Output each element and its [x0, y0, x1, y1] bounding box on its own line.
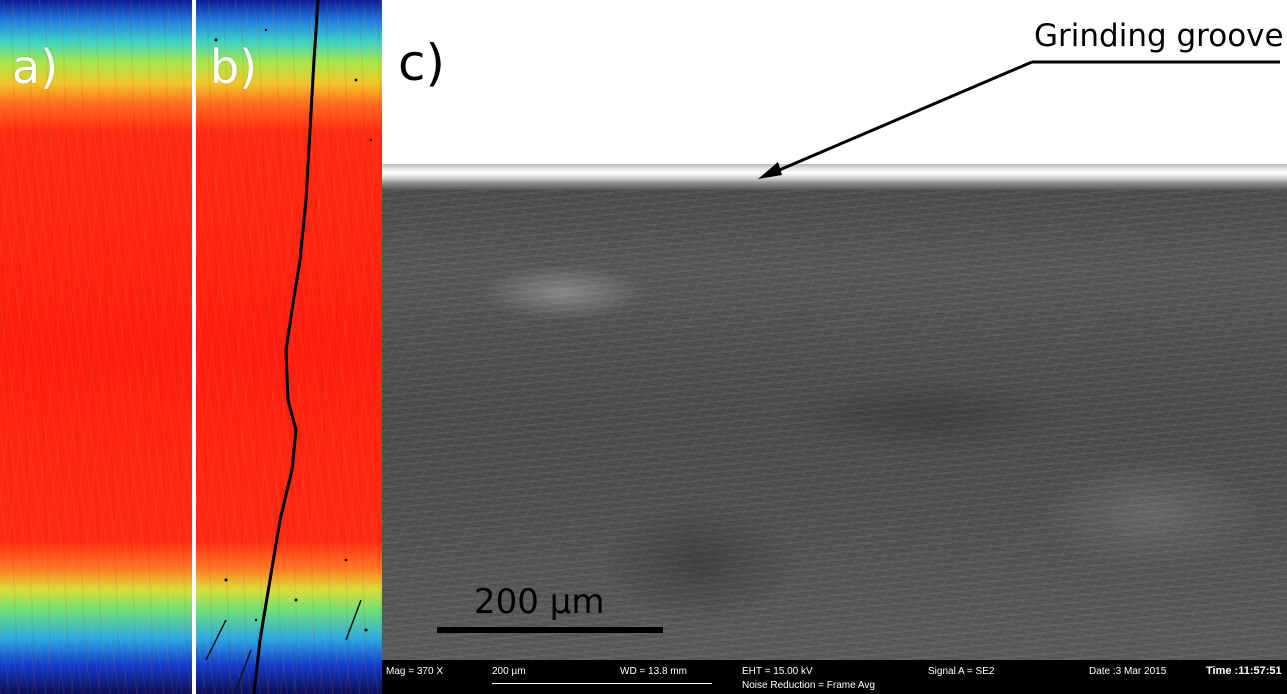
acquisition-time: Time :11:57:51 — [1206, 665, 1282, 677]
sem-fracture-surface — [382, 170, 1287, 660]
accelerating-voltage: EHT = 15.00 kV — [742, 666, 813, 677]
crack-line — [205, 0, 373, 694]
panel-a-label: a) — [12, 40, 59, 94]
panel-c-label: c) — [398, 34, 445, 92]
sem-info-bar: Mag = 370 X 200 µm WD = 13.8 mm EHT = 15… — [382, 660, 1287, 694]
field-width: 200 µm — [492, 666, 526, 677]
noise-reduction: Noise Reduction = Frame Avg — [742, 680, 875, 691]
panel-c-sem-micrograph: c) Grinding groove 200 µm Mag = 370 X 20… — [382, 0, 1287, 694]
fiber-texture — [196, 0, 382, 694]
magnification: Mag = 370 X — [386, 666, 443, 677]
grinding-groove-label: Grinding groove — [1034, 18, 1284, 54]
thermal-gradient — [196, 0, 382, 694]
thermal-gradient — [0, 0, 192, 694]
working-distance: WD = 13.8 mm — [620, 666, 687, 677]
panel-b-label: b) — [210, 40, 258, 94]
acquisition-date: Date :3 Mar 2015 — [1089, 666, 1167, 677]
panel-b-thermal-map: b) — [196, 0, 382, 694]
fiber-texture — [0, 0, 192, 694]
scale-bar — [437, 627, 663, 633]
signal-detector: Signal A = SE2 — [928, 666, 995, 677]
panel-divider — [192, 0, 196, 694]
panel-a-thermal-map: a) — [0, 0, 192, 694]
field-width-bar — [492, 683, 712, 684]
scale-bar-label: 200 µm — [474, 582, 605, 622]
ground-surface-edge — [382, 164, 1287, 190]
grinding-groove-arrow — [758, 60, 1280, 179]
